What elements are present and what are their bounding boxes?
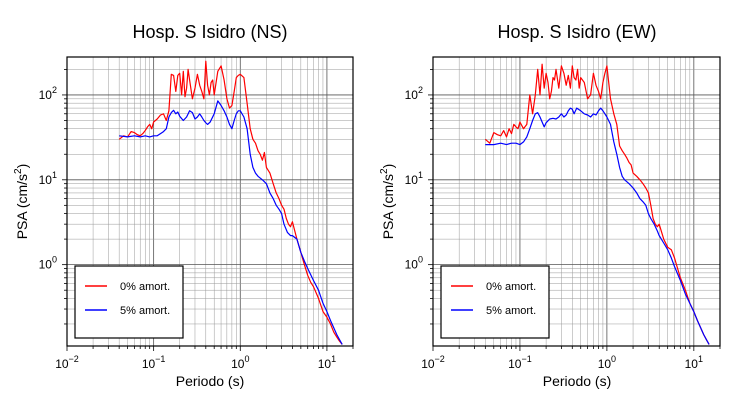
series-line: [485, 107, 710, 345]
legend: 0% amort. 5% amort.: [440, 265, 550, 339]
chart-title: Hosp. S Isidro (NS): [132, 22, 287, 42]
chart-ns: Hosp. S Isidro (NS) 10−2 10−1 100 101 100 101…: [13, 22, 354, 389]
x-tick-label: 10−2: [55, 354, 79, 371]
series-line: [118, 60, 343, 345]
x-tick-label: 100: [598, 354, 616, 371]
y-tick-label: 100: [39, 255, 57, 272]
legend-box: [74, 265, 184, 339]
series-group: [118, 60, 343, 345]
y-tick-label: 100: [405, 255, 423, 272]
series-group: [484, 63, 710, 345]
plot-frame: [432, 56, 721, 347]
legend: 0% amort. 5% amort.: [74, 265, 184, 339]
x-tick-label: 10−1: [142, 354, 166, 371]
y-tick-label: 101: [405, 170, 423, 187]
legend-label: 0% amort.: [486, 281, 536, 293]
chart-ew: Hosp. S Isidro (EW) 10−2 10−1 100 101 100 101…: [379, 22, 721, 389]
x-tick-label: 101: [685, 354, 703, 371]
x-tick-label: 101: [318, 354, 336, 371]
plot-frame: [66, 56, 354, 347]
x-axis-label: Periodo (s): [543, 373, 611, 389]
y-axis-label: PSA (cm/s2): [379, 164, 396, 240]
x-tick-label: 10−1: [508, 354, 532, 371]
y-tick-label: 101: [39, 170, 57, 187]
legend-box: [440, 265, 550, 339]
x-tick-label: 100: [231, 354, 249, 371]
series-line: [484, 63, 710, 345]
chart-title: Hosp. S Isidro (EW): [497, 22, 656, 42]
y-tick-label: 102: [39, 85, 57, 102]
series-line: [119, 100, 343, 345]
legend-label: 5% amort.: [120, 305, 170, 317]
x-axis-label: Periodo (s): [176, 373, 244, 389]
legend-label: 0% amort.: [120, 281, 170, 293]
x-tick-label: 10−2: [421, 354, 445, 371]
y-axis-label: PSA (cm/s2): [13, 164, 30, 240]
legend-label: 5% amort.: [486, 305, 536, 317]
y-tick-label: 102: [405, 85, 423, 102]
